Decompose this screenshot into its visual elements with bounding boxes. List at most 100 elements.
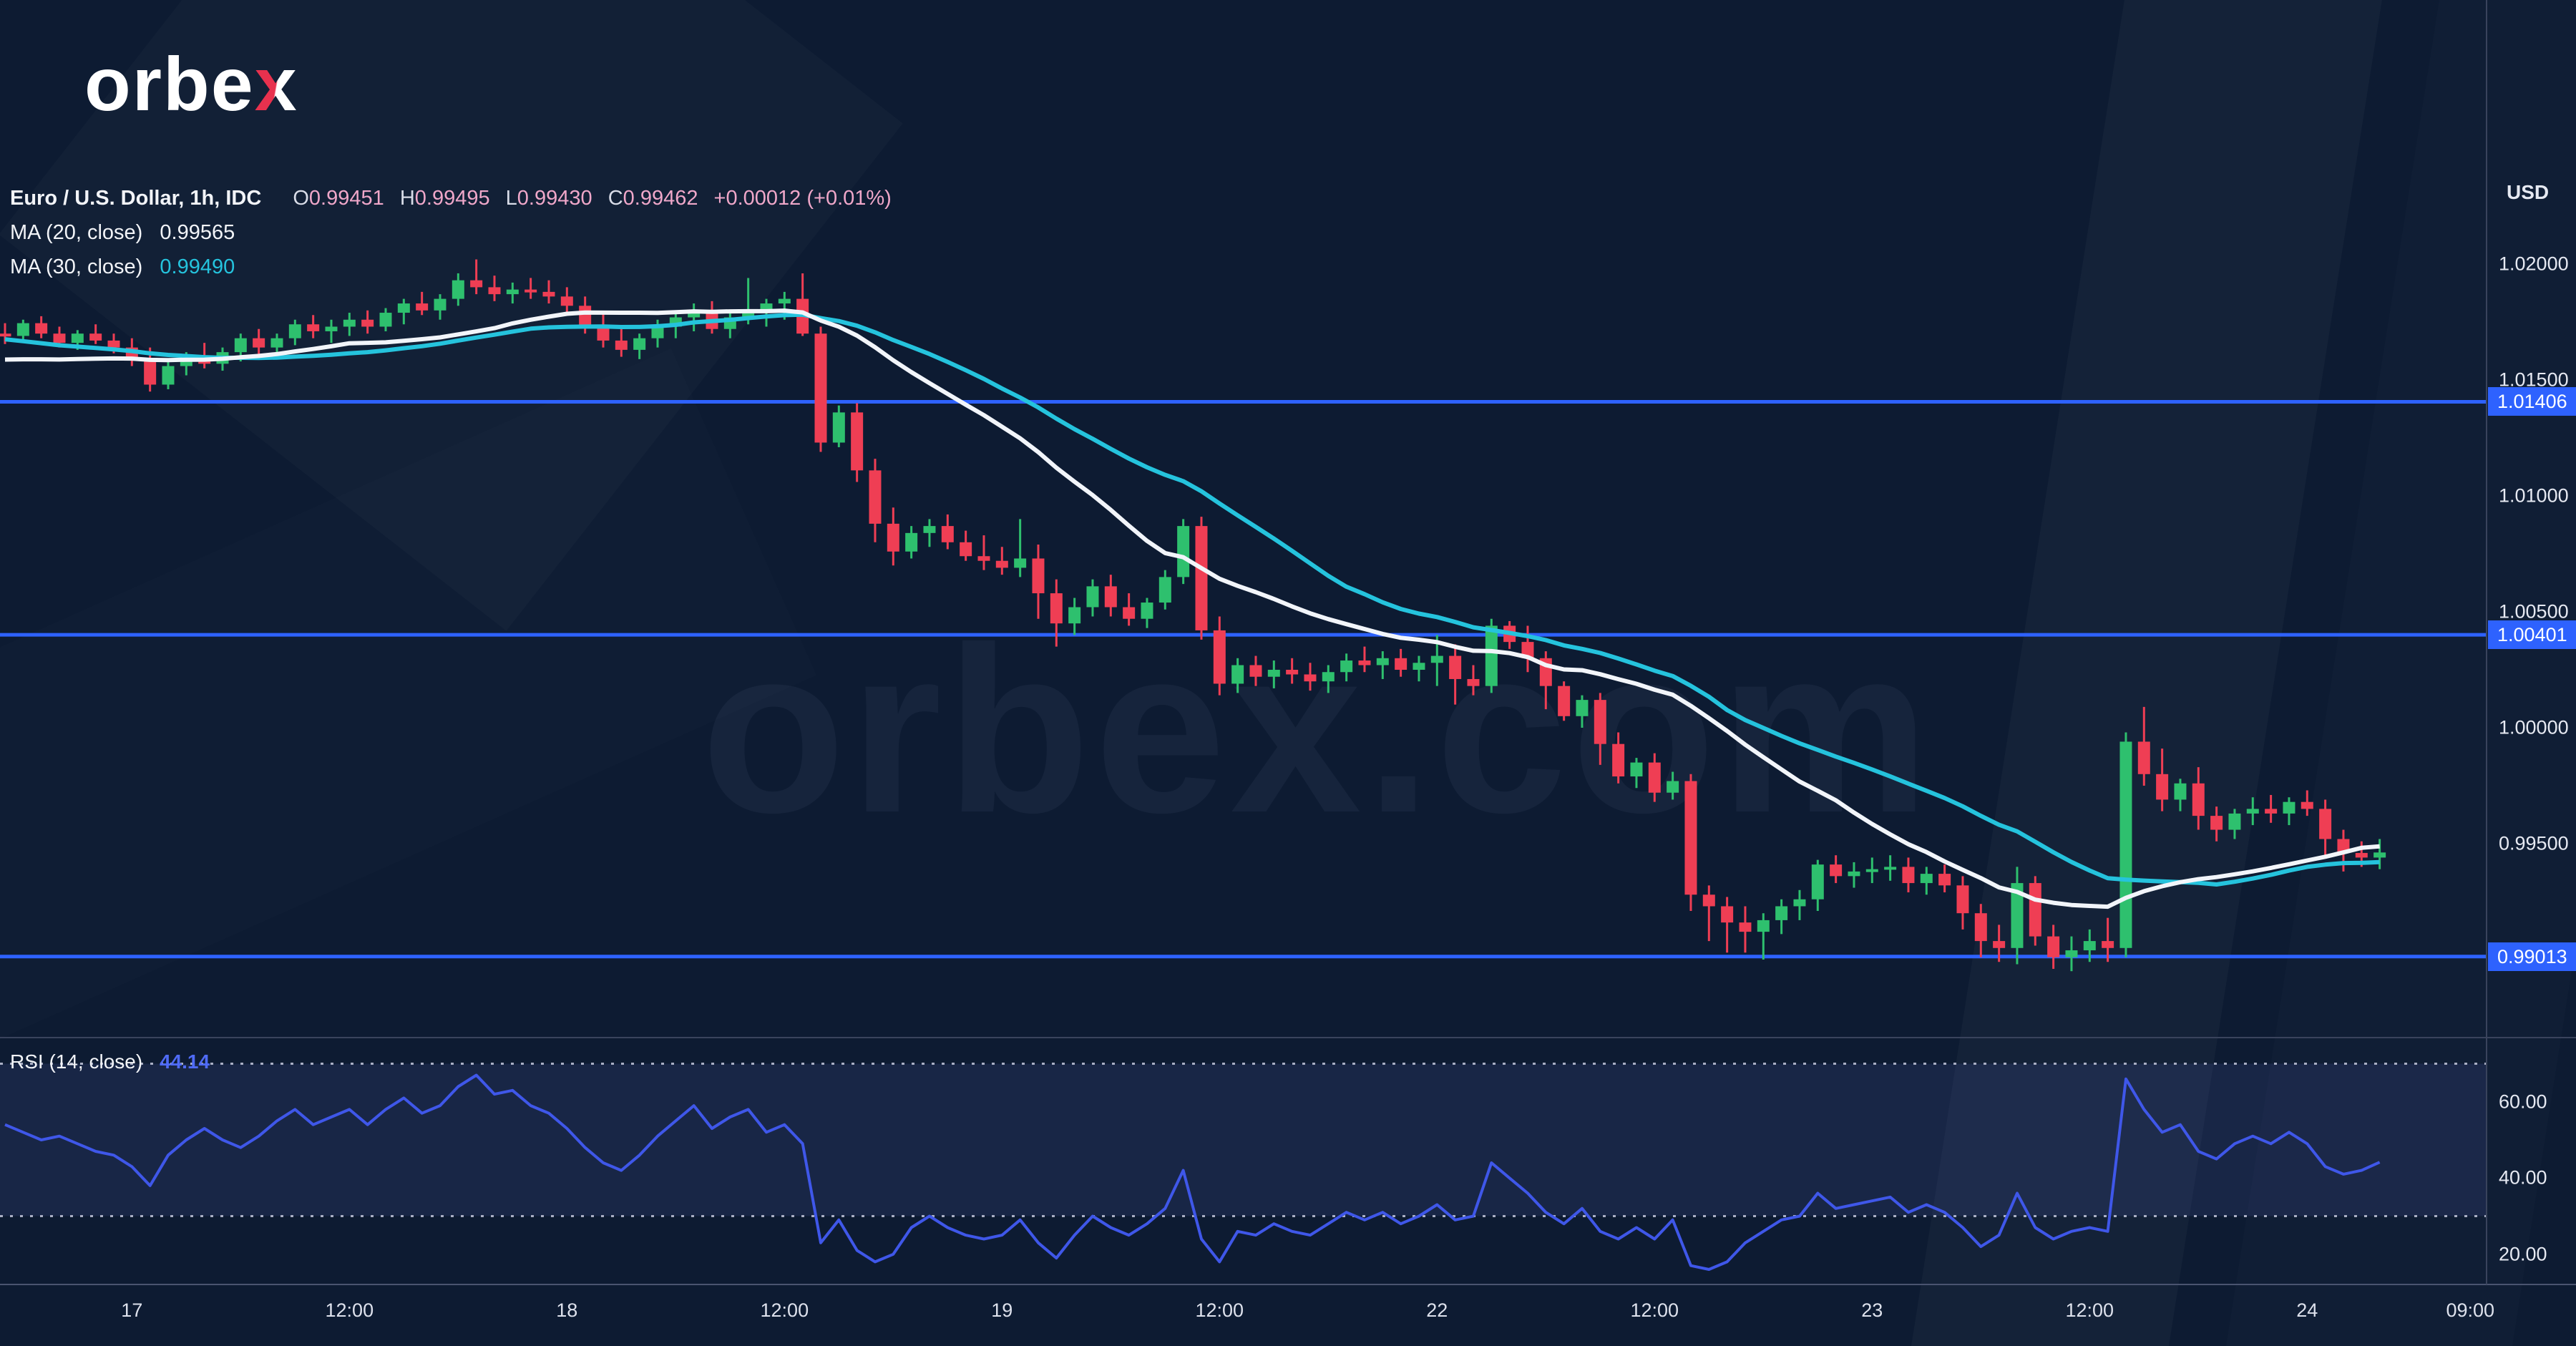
candle-body[interactable] bbox=[343, 319, 356, 327]
candle-body[interactable] bbox=[633, 338, 646, 350]
candle-body[interactable] bbox=[71, 333, 84, 343]
candle-body[interactable] bbox=[2137, 741, 2150, 774]
candle-body[interactable] bbox=[1865, 869, 1878, 872]
candle-body[interactable] bbox=[960, 542, 972, 557]
candle-body[interactable] bbox=[2029, 883, 2041, 937]
candle-body[interactable] bbox=[1630, 762, 1643, 777]
candle-body[interactable] bbox=[778, 298, 791, 304]
candle-body[interactable] bbox=[1231, 665, 1244, 684]
candle-body[interactable] bbox=[2355, 852, 2368, 858]
candle-body[interactable] bbox=[2265, 809, 2278, 814]
candle-body[interactable] bbox=[1467, 678, 1480, 686]
candle-body[interactable] bbox=[1249, 665, 1262, 677]
candle-body[interactable] bbox=[1793, 899, 1806, 907]
candle-body[interactable] bbox=[452, 280, 464, 299]
candle-body[interactable] bbox=[1884, 867, 1897, 870]
candle-body[interactable] bbox=[2011, 883, 2024, 948]
candle-body[interactable] bbox=[688, 310, 701, 318]
candle-body[interactable] bbox=[1920, 874, 1933, 884]
ma20-line[interactable] bbox=[4, 308, 2380, 909]
candle-body[interactable] bbox=[869, 470, 882, 524]
candle-body[interactable] bbox=[560, 296, 573, 306]
candle-body[interactable] bbox=[1195, 526, 1208, 630]
candle-body[interactable] bbox=[379, 313, 392, 327]
candle-body[interactable] bbox=[1430, 655, 1443, 663]
candle-body[interactable] bbox=[1068, 607, 1081, 624]
candle-body[interactable] bbox=[2246, 809, 2259, 814]
symbol-legend-row[interactable]: Euro / U.S. Dollar, 1h, IDC O0.99451 H0.… bbox=[10, 181, 892, 215]
candle-body[interactable] bbox=[1974, 913, 1987, 942]
candle-body[interactable] bbox=[1286, 670, 1299, 675]
candle-body[interactable] bbox=[2228, 813, 2241, 830]
candle-body[interactable] bbox=[2156, 774, 2169, 800]
candle-body[interactable] bbox=[542, 291, 555, 297]
candle-body[interactable] bbox=[470, 280, 483, 288]
candle-body[interactable] bbox=[2210, 816, 2223, 830]
candle-body[interactable] bbox=[2119, 741, 2132, 948]
candle-body[interactable] bbox=[760, 303, 773, 311]
candle-body[interactable] bbox=[2047, 936, 2060, 957]
candle-body[interactable] bbox=[89, 333, 102, 341]
candle-body[interactable] bbox=[270, 338, 283, 348]
candle-body[interactable] bbox=[1739, 922, 1752, 932]
candle-body[interactable] bbox=[905, 532, 918, 552]
candle-body[interactable] bbox=[1775, 906, 1788, 920]
candle-body[interactable] bbox=[2174, 783, 2187, 800]
candle-body[interactable] bbox=[1158, 577, 1171, 603]
candle-body[interactable] bbox=[1358, 660, 1371, 665]
candle-body[interactable] bbox=[742, 310, 755, 318]
candle-body[interactable] bbox=[1267, 670, 1280, 677]
candle-body[interactable] bbox=[832, 412, 845, 443]
candle-body[interactable] bbox=[307, 324, 320, 331]
candle-body[interactable] bbox=[2065, 950, 2078, 957]
candle-body[interactable] bbox=[1123, 607, 1136, 619]
ma20-legend-row[interactable]: MA (20, close) 0.99565 bbox=[10, 215, 892, 250]
candle-body[interactable] bbox=[2102, 941, 2114, 948]
candle-body[interactable] bbox=[1177, 526, 1190, 577]
candle-body[interactable] bbox=[144, 359, 157, 385]
candle-body[interactable] bbox=[2301, 801, 2313, 809]
candle-body[interactable] bbox=[1558, 686, 1571, 716]
candle-body[interactable] bbox=[1050, 593, 1063, 624]
candle-body[interactable] bbox=[1340, 660, 1353, 673]
candle-body[interactable] bbox=[416, 303, 429, 311]
candle-body[interactable] bbox=[2373, 852, 2386, 858]
candle-body[interactable] bbox=[1014, 558, 1027, 568]
candle-body[interactable] bbox=[506, 289, 519, 295]
candle-body[interactable] bbox=[16, 323, 29, 336]
candle-body[interactable] bbox=[1938, 874, 1951, 886]
candle-body[interactable] bbox=[814, 333, 827, 443]
candle-body[interactable] bbox=[1086, 586, 1099, 608]
candle-body[interactable] bbox=[1956, 885, 1969, 914]
candle-body[interactable] bbox=[1576, 700, 1589, 716]
candle-body[interactable] bbox=[1413, 663, 1425, 670]
candle-body[interactable] bbox=[234, 338, 247, 353]
candle-body[interactable] bbox=[488, 287, 501, 295]
candle-body[interactable] bbox=[1449, 655, 1462, 679]
candle-body[interactable] bbox=[1104, 586, 1117, 608]
candle-body[interactable] bbox=[525, 289, 537, 293]
candle-body[interactable] bbox=[1213, 630, 1226, 684]
candle-body[interactable] bbox=[1395, 658, 1407, 670]
candle-body[interactable] bbox=[1684, 781, 1697, 895]
candle-body[interactable] bbox=[1612, 743, 1625, 777]
candle-body[interactable] bbox=[579, 306, 592, 327]
candle-body[interactable] bbox=[53, 333, 66, 343]
candle-body[interactable] bbox=[325, 326, 338, 331]
candle-body[interactable] bbox=[1485, 625, 1498, 686]
ma30-legend-row[interactable]: MA (30, close) 0.99490 bbox=[10, 250, 892, 284]
candle-body[interactable] bbox=[941, 526, 954, 542]
candle-body[interactable] bbox=[1304, 674, 1317, 682]
ma30-line[interactable] bbox=[4, 312, 2380, 887]
candle-body[interactable] bbox=[162, 366, 175, 385]
candle-body[interactable] bbox=[361, 319, 374, 327]
candle-body[interactable] bbox=[923, 526, 936, 533]
candle-body[interactable] bbox=[597, 326, 610, 341]
candle-body[interactable] bbox=[1721, 906, 1734, 923]
candle-body[interactable] bbox=[1757, 920, 1770, 932]
candle-body[interactable] bbox=[1594, 700, 1606, 744]
candle-body[interactable] bbox=[1648, 762, 1661, 793]
candle-body[interactable] bbox=[107, 340, 120, 348]
candle-body[interactable] bbox=[1702, 894, 1715, 907]
